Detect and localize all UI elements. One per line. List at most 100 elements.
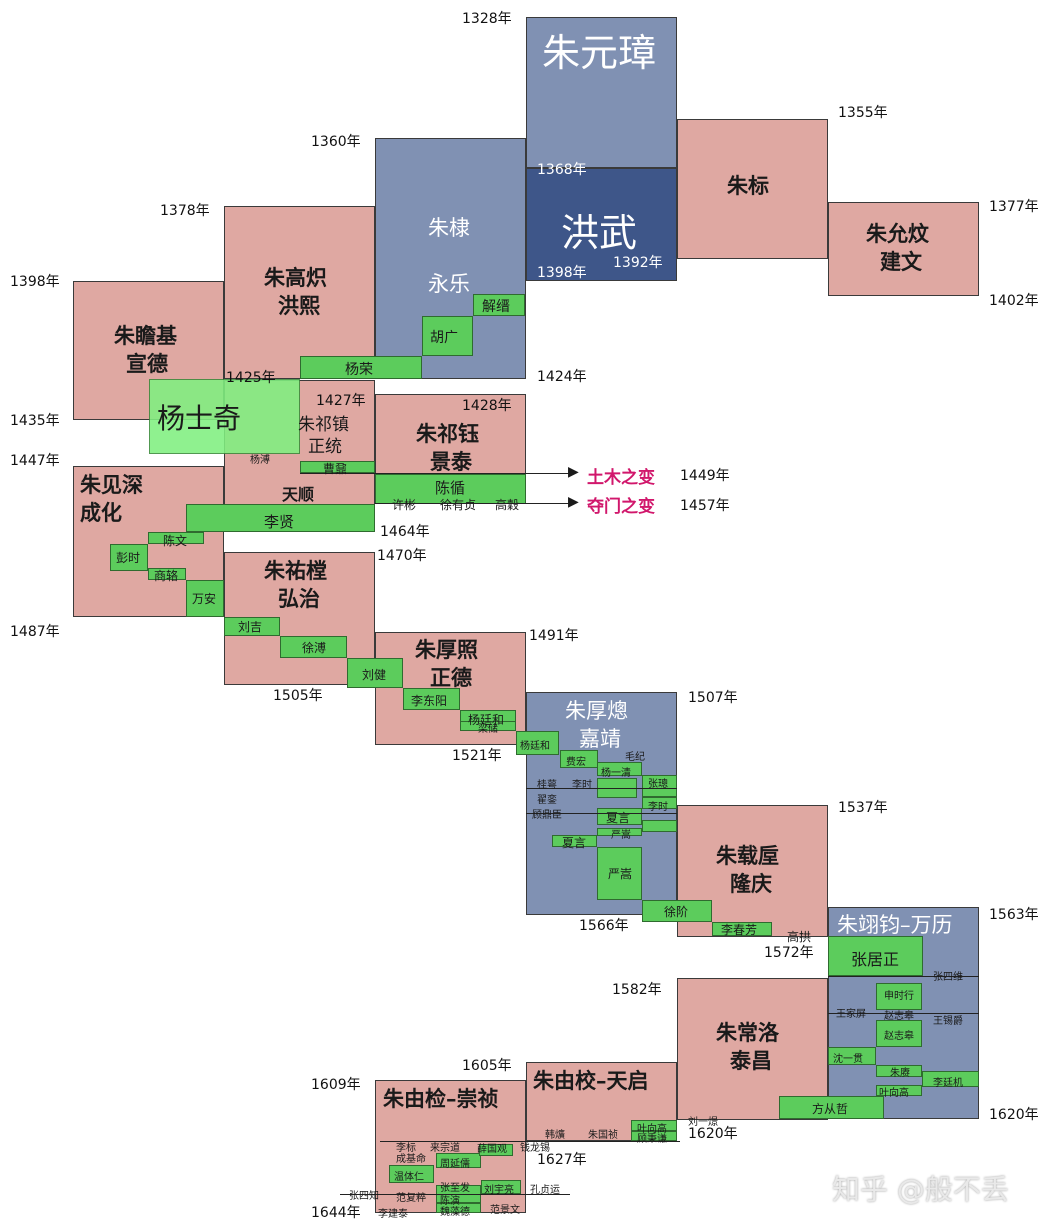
minister-shenyiguan-box	[828, 1047, 876, 1065]
minister-yangtinghe2-box	[516, 731, 559, 755]
reign-hongwu	[526, 168, 677, 281]
name-zhudi: 朱棣	[428, 216, 470, 240]
minister-qianlongxi: 钱龙锡	[520, 1143, 550, 1154]
year-1487: 1487年	[10, 624, 60, 640]
minister-lishi: 李时	[572, 780, 592, 791]
minister-yangyiqing: 杨一清	[601, 768, 631, 779]
minister-fanjingwen: 范景文	[490, 1205, 520, 1216]
minister-lichunfang-box	[712, 922, 772, 936]
year-1609: 1609年	[311, 1077, 361, 1093]
minister-xiayan-box	[597, 808, 642, 825]
minister-yexianggao2: 叶向高	[637, 1124, 667, 1135]
minister-fanfuzui: 范复粹	[396, 1193, 426, 1204]
year-1447: 1447年	[10, 453, 60, 469]
minister-caoji-box	[300, 461, 375, 473]
year-1507: 1507年	[688, 690, 738, 706]
year-1582: 1582年	[612, 982, 662, 998]
minister-zhailuan-box	[642, 820, 677, 832]
minister-shenshixing: 申时行	[884, 991, 914, 1002]
year-1620-wanli: 1620年	[989, 1107, 1039, 1123]
minister-liuyuliang: 刘宇亮	[484, 1185, 514, 1196]
minister-shenyiguan: 沈一贯	[833, 1054, 863, 1065]
minister-yangshiqi-box	[149, 379, 300, 454]
minister-xiejin-box	[473, 294, 525, 316]
minister-zhaozhigao: 赵志皋	[884, 1031, 914, 1042]
minister-xiejin: 解缙	[482, 299, 510, 315]
minister-wentiren-box	[389, 1165, 434, 1183]
name-zhuyuanzhang: 朱元璋	[542, 31, 657, 75]
minister-yexianggao: 叶向高	[879, 1088, 909, 1099]
minister-zhangsizhi: 张四知	[349, 1191, 379, 1202]
era-longqing: 隆庆	[730, 871, 772, 896]
line-tianqi-1	[380, 1141, 680, 1142]
minister-fangcongzhe-box	[779, 1096, 884, 1119]
minister-wanan-box	[186, 580, 224, 617]
minister-yexianggao-box	[876, 1085, 922, 1096]
arrow-duomen-head: ▶	[568, 494, 579, 510]
minister-xujie-box	[642, 900, 712, 922]
minister-lizhuo: 李标	[396, 1143, 416, 1154]
minister-xupu: 徐溥	[302, 641, 327, 655]
era-jingtai: 景泰	[430, 449, 472, 474]
minister-chenwen-box	[148, 532, 204, 544]
year-1491: 1491年	[529, 628, 579, 644]
minister-litingji: 李廷机	[933, 1078, 963, 1089]
era-chenghua: 成化	[80, 500, 122, 525]
minister-zhaozhigao-2: 赵志皋	[884, 1011, 914, 1022]
minister-zhaozhigao-box	[876, 1020, 922, 1047]
minister-lishi-2: 李时	[648, 802, 668, 813]
year-1644: 1644年	[311, 1205, 361, 1221]
event-tumu: 土木之变	[587, 468, 655, 488]
minister-chengjiming: 成基命	[396, 1154, 426, 1165]
minister-lishi-box	[642, 797, 677, 809]
year-1566: 1566年	[579, 918, 629, 934]
year-1425: 1425年	[226, 370, 276, 386]
arrow-duomen-line	[375, 503, 570, 504]
minister-laizongdao: 来宗道	[430, 1143, 460, 1154]
year-1464: 1464年	[380, 524, 430, 540]
minister-huguang: 胡广	[430, 330, 458, 346]
minister-yansong-box	[597, 828, 642, 836]
year-1392: 1392年	[613, 255, 663, 271]
reign-zhuyuanzhang	[526, 17, 677, 168]
line-wanli-1	[828, 976, 979, 977]
minister-zhugeng: 朱赓	[890, 1068, 910, 1079]
minister-fangcongzhe: 方从哲	[812, 1102, 849, 1116]
era-jianwen: 建文	[880, 249, 922, 274]
minister-zhouyanru-box	[436, 1153, 481, 1168]
minister-zhangcong-box	[642, 775, 677, 797]
minister-xuyouzhen: 徐有贞	[440, 498, 477, 512]
minister-xueguoguan-box	[479, 1144, 513, 1156]
era-zhengtong: 正统	[308, 437, 342, 457]
year-1563: 1563年	[989, 907, 1039, 923]
minister-yangtinghe2: 杨廷和	[520, 741, 550, 752]
minister-zhugeng-box	[876, 1065, 922, 1077]
year-1457: 1457年	[680, 498, 730, 514]
minister-wanan: 万安	[192, 592, 217, 606]
minister-lianghe-box	[460, 721, 516, 731]
minister-lidongyang-box	[403, 688, 460, 710]
minister-zhuguozhen: 朱国祯	[588, 1130, 618, 1141]
name-zhuzaihou: 朱载垕	[716, 843, 779, 868]
minister-shangluo: 商辂	[154, 569, 179, 583]
minister-lianghe: 梁储	[478, 724, 498, 735]
minister-huguang-box	[422, 316, 473, 356]
minister-yansong2-box	[597, 847, 642, 900]
minister-wangxijue: 王锡爵	[933, 1016, 963, 1027]
era-jiajing: 嘉靖	[579, 727, 621, 751]
reign-hongxi	[224, 206, 375, 379]
line-jiajing-1	[526, 788, 677, 789]
minister-feihong-box	[560, 750, 598, 768]
name-zhuyoutang: 朱祐樘	[264, 558, 327, 583]
name-zhuqizhen: 朱祁镇	[298, 415, 349, 435]
event-duomen: 夺门之变	[587, 497, 655, 517]
era-yongle: 永乐	[428, 272, 470, 296]
watermark: 知乎 @般不丢	[832, 1173, 1009, 1206]
minister-chenwen: 陈文	[163, 534, 188, 548]
year-1470: 1470年	[377, 548, 427, 564]
arrow-tumu-head: ▶	[568, 464, 579, 480]
year-1521: 1521年	[452, 748, 502, 764]
minister-lixian-box	[186, 504, 375, 532]
minister-yansong2: 严嵩	[608, 867, 633, 881]
era-hongzhi: 弘治	[278, 586, 320, 611]
